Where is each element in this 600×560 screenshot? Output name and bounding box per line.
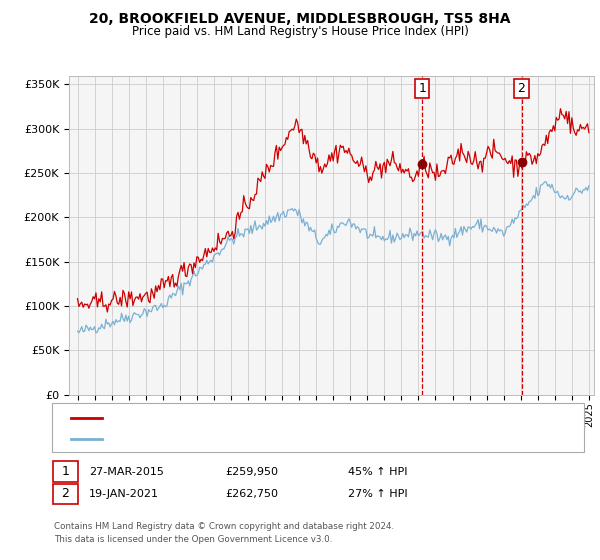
Text: HPI: Average price, detached house, Middlesbrough: HPI: Average price, detached house, Midd… — [108, 435, 366, 444]
Text: £259,950: £259,950 — [225, 466, 278, 477]
Text: Contains HM Land Registry data © Crown copyright and database right 2024.
This d: Contains HM Land Registry data © Crown c… — [54, 522, 394, 544]
Text: Price paid vs. HM Land Registry's House Price Index (HPI): Price paid vs. HM Land Registry's House … — [131, 25, 469, 38]
Text: 1: 1 — [61, 465, 70, 478]
Text: 45% ↑ HPI: 45% ↑ HPI — [348, 466, 407, 477]
Text: 27-MAR-2015: 27-MAR-2015 — [89, 466, 164, 477]
Text: 1: 1 — [418, 82, 426, 95]
Text: 20, BROOKFIELD AVENUE, MIDDLESBROUGH, TS5 8HA (detached house): 20, BROOKFIELD AVENUE, MIDDLESBROUGH, TS… — [108, 413, 469, 423]
Text: 27% ↑ HPI: 27% ↑ HPI — [348, 489, 407, 499]
Text: 20, BROOKFIELD AVENUE, MIDDLESBROUGH, TS5 8HA: 20, BROOKFIELD AVENUE, MIDDLESBROUGH, TS… — [89, 12, 511, 26]
Text: £262,750: £262,750 — [225, 489, 278, 499]
Text: 2: 2 — [61, 487, 70, 501]
Text: 2: 2 — [518, 82, 526, 95]
Text: 19-JAN-2021: 19-JAN-2021 — [89, 489, 159, 499]
